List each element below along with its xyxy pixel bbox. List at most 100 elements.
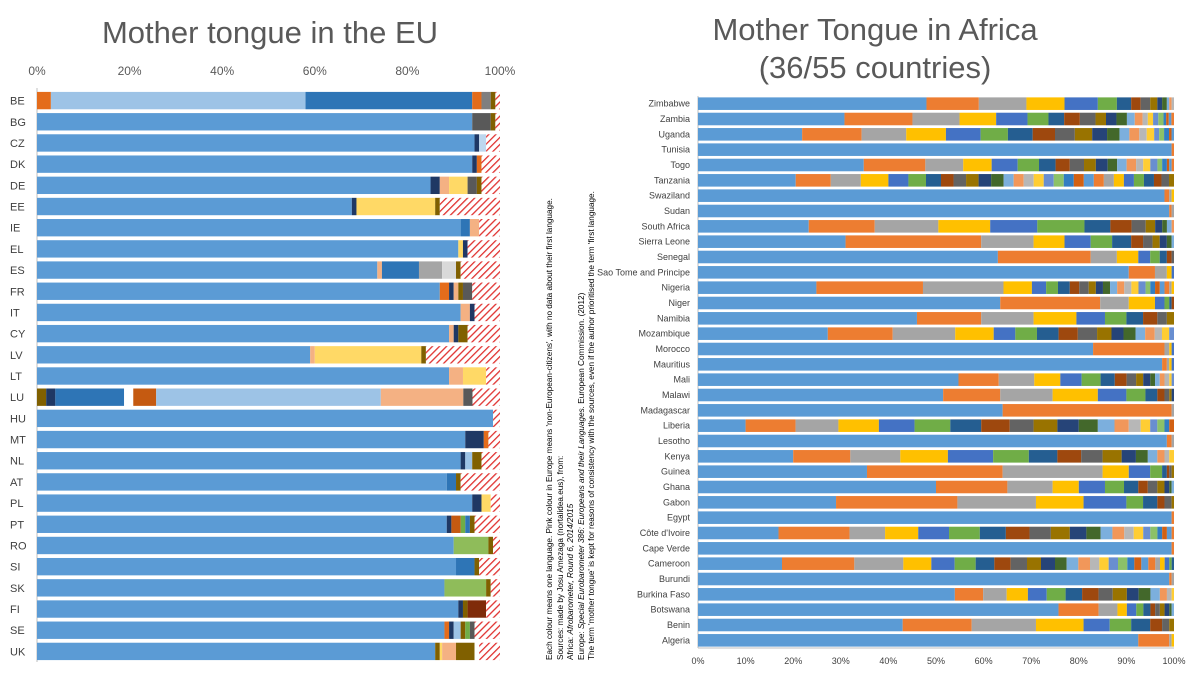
eu-bar-segment — [37, 91, 51, 110]
africa-bar-segment — [1006, 588, 1028, 601]
africa-bar-segment — [1166, 588, 1172, 601]
africa-bar-segment — [1017, 158, 1040, 172]
africa-bar-segment — [1116, 97, 1132, 110]
eu-bar-segment — [444, 579, 487, 597]
eu-bar-segment — [37, 113, 473, 131]
africa-bar-chart: 0% 10% 20% 30% 40% 50% 60% 70% 80% 90% 100% Zimbabw… — [597, 96, 1186, 666]
note-colour-legend: Each colour means one language. Pink col… — [545, 198, 554, 660]
africa-bar-segment — [1150, 250, 1160, 264]
africa-bar-segment — [1171, 266, 1174, 279]
africa-bar-segment — [971, 618, 1036, 632]
africa-bar-segment — [1126, 312, 1144, 325]
eu-bar-segment — [133, 388, 157, 406]
africa-bar-segment — [958, 373, 999, 386]
eu-bar-segment — [467, 176, 477, 195]
africa-bar-segment — [1169, 128, 1172, 141]
eu-bar-segment — [55, 388, 125, 406]
africa-bar-segment — [1079, 281, 1089, 294]
africa-category-label: Niger — [668, 298, 690, 308]
africa-bar-segment — [1081, 373, 1101, 386]
africa-bar-segment — [993, 327, 1016, 340]
africa-bar-segment — [1117, 158, 1127, 172]
africa-bar-segment — [1131, 281, 1139, 294]
africa-bar-segment — [1153, 174, 1162, 187]
africa-bar-segment — [1171, 603, 1174, 616]
eu-bar-segment — [458, 324, 468, 343]
africa-bar-segment — [1039, 158, 1056, 172]
africa-bar-segment — [1003, 281, 1032, 294]
africa-x-tick-label: 70% — [1022, 656, 1040, 666]
africa-bar-segment — [1083, 174, 1094, 187]
africa-bar-segment — [698, 204, 1170, 218]
eu-bar-segment — [472, 452, 482, 470]
eu-category-label: BE — [10, 96, 25, 108]
africa-bar-segment — [1162, 618, 1170, 632]
eu-bar-chart: 0% 20% 40% 60% 80% 100% BE BG CZ DK DE EE IE EL ES FR IT… — [10, 64, 516, 662]
eu-bar-segment — [356, 197, 436, 216]
eu-bar-segment — [37, 219, 461, 237]
africa-bar-segment — [1104, 312, 1127, 325]
eu-bar-segment — [456, 261, 461, 279]
africa-bar-segment — [1114, 419, 1129, 432]
africa-bar-segment — [1112, 526, 1125, 540]
africa-bar-segment — [1106, 112, 1117, 126]
africa-bar-segment — [966, 174, 979, 187]
africa-chart-title: Mother Tongue in Africa (36/55 countries… — [640, 11, 1110, 87]
eu-category-label: PT — [10, 519, 24, 531]
eu-bar-segment — [465, 515, 470, 533]
africa-bar-segment — [1162, 526, 1167, 540]
africa-x-tick-label: 80% — [1070, 656, 1088, 666]
africa-bar-segment — [1078, 419, 1098, 432]
africa-bar-segment — [1164, 128, 1170, 141]
africa-category-label: Tunisia — [661, 145, 690, 155]
africa-bar-segment — [1069, 281, 1080, 294]
africa-bar-segment — [1164, 557, 1170, 570]
africa-bar-segment — [1161, 327, 1170, 340]
africa-x-tick-label: 10% — [737, 656, 755, 666]
africa-category-label: Sao Tome and Principe — [597, 267, 690, 277]
africa-bar-segment — [836, 496, 958, 509]
eu-bar-segment — [483, 430, 489, 449]
africa-bar-segment — [838, 419, 879, 432]
africa-bar-segment — [1157, 312, 1167, 325]
africa-bar-segment — [1164, 388, 1170, 402]
eu-category-label: HU — [10, 413, 26, 425]
africa-bar-segment — [795, 419, 839, 432]
eu-bar-segment — [314, 346, 422, 364]
africa-bar-segment — [1046, 281, 1058, 294]
africa-bar-segment — [698, 634, 1139, 647]
africa-bar-segment — [1166, 526, 1172, 540]
eu-bar-segment-non-eu — [472, 282, 500, 300]
africa-bar-segment — [1147, 112, 1154, 126]
africa-category-label: Tanzania — [654, 175, 690, 185]
africa-bar-segment — [1090, 557, 1100, 570]
eu-category-label: UK — [10, 646, 26, 658]
africa-bar-segment — [1157, 526, 1163, 540]
africa-bar-segment — [1159, 603, 1165, 616]
africa-bar-segment — [1108, 557, 1118, 570]
africa-bar-segment — [1169, 603, 1172, 616]
africa-bar-segment — [1143, 312, 1158, 325]
africa-category-label: Nigeria — [661, 283, 690, 293]
africa-bar-segment — [1058, 603, 1099, 616]
africa-bar-segment — [1090, 250, 1117, 264]
eu-x-tick-label: 100% — [485, 64, 516, 78]
africa-bar-segment — [925, 158, 964, 172]
eu-bar-segment — [442, 261, 457, 279]
africa-bar-segment — [1162, 158, 1167, 172]
africa-bar-segment — [1171, 588, 1174, 601]
africa-bar-segment — [1163, 112, 1167, 126]
eu-bar-segment-non-eu — [460, 473, 500, 491]
africa-bar-segment — [1169, 342, 1172, 356]
eu-bar-segment — [156, 388, 381, 406]
africa-bar-segment — [1027, 112, 1049, 126]
africa-bar-segment — [1009, 419, 1034, 432]
eu-bar-segment — [449, 621, 454, 639]
africa-bar-segment — [1143, 373, 1151, 386]
africa-bar-segment — [1145, 388, 1158, 402]
eu-bar-segment — [449, 367, 463, 385]
africa-bar-segment — [1048, 112, 1065, 126]
africa-bar-segment — [782, 557, 855, 570]
eu-bar-segment — [474, 134, 480, 152]
